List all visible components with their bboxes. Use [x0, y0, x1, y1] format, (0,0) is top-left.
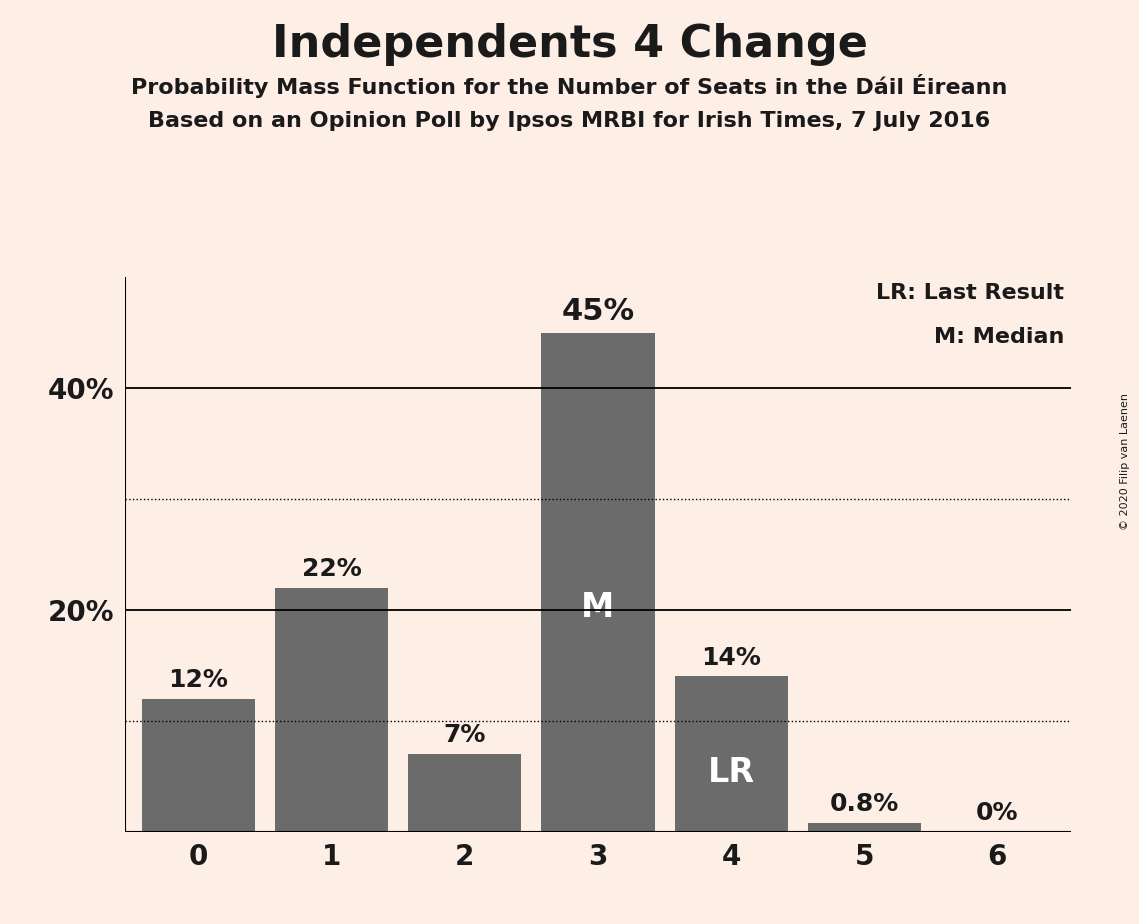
- Text: 7%: 7%: [443, 723, 486, 748]
- Text: 22%: 22%: [302, 557, 361, 581]
- Text: 0%: 0%: [976, 801, 1018, 825]
- Text: 0.8%: 0.8%: [829, 792, 899, 816]
- Text: Independents 4 Change: Independents 4 Change: [271, 23, 868, 67]
- Text: LR: Last Result: LR: Last Result: [876, 283, 1064, 303]
- Text: 12%: 12%: [169, 668, 229, 692]
- Text: M: M: [581, 590, 615, 624]
- Bar: [142, 699, 255, 832]
- Text: Probability Mass Function for the Number of Seats in the Dáil Éireann: Probability Mass Function for the Number…: [131, 74, 1008, 98]
- Bar: [541, 333, 655, 832]
- Bar: [808, 822, 920, 832]
- Text: LR: LR: [707, 756, 755, 789]
- Text: 45%: 45%: [562, 297, 634, 326]
- Text: M: Median: M: Median: [934, 327, 1064, 347]
- Text: © 2020 Filip van Laenen: © 2020 Filip van Laenen: [1121, 394, 1130, 530]
- Text: 14%: 14%: [702, 646, 761, 670]
- Text: Based on an Opinion Poll by Ipsos MRBI for Irish Times, 7 July 2016: Based on an Opinion Poll by Ipsos MRBI f…: [148, 111, 991, 131]
- Bar: [674, 676, 788, 832]
- Bar: [408, 754, 522, 832]
- Bar: [276, 588, 388, 832]
